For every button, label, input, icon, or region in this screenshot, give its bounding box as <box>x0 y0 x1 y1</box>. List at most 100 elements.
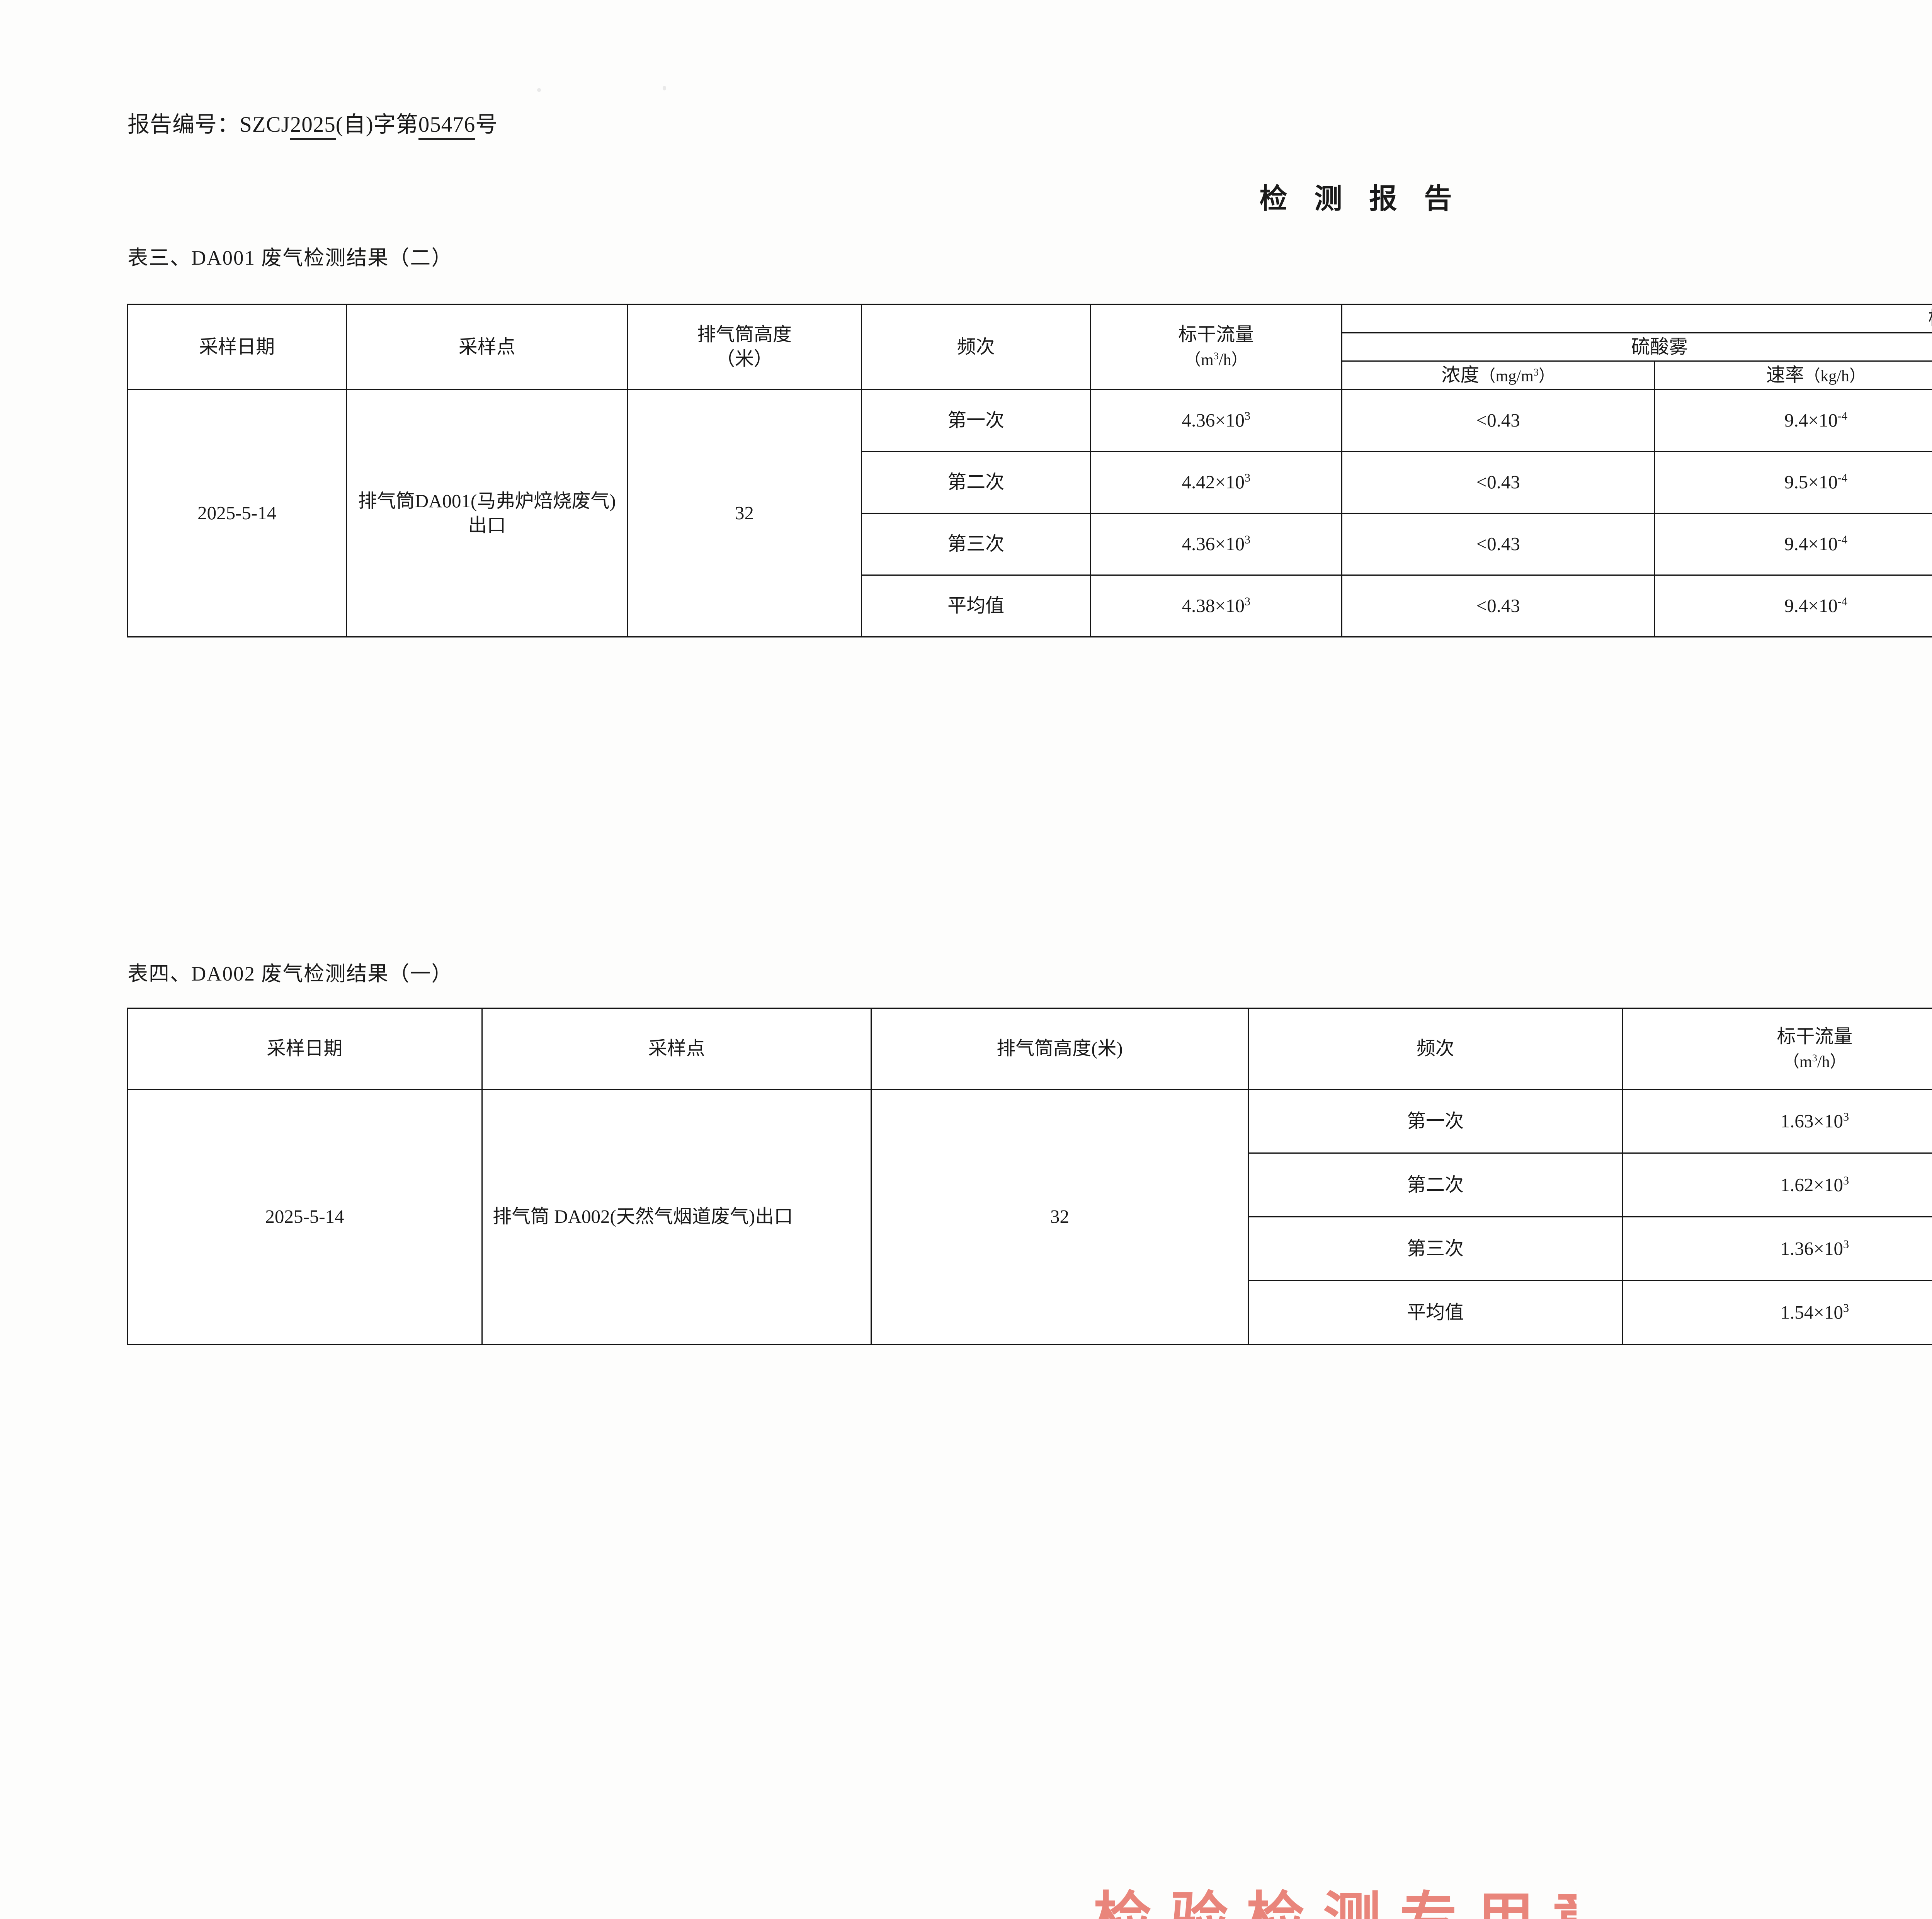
th-flow-unit-open: （m <box>1783 1052 1812 1071</box>
table-row: 第二次 4.42×103 <0.43 9.5×10-4 <3 7×10-3 <box>128 451 1932 514</box>
td-standard-flow: 4.36×103 <box>1090 389 1342 452</box>
td-standard-flow: 4.38×103 <box>1090 575 1342 638</box>
th-h2so4-rate-unit: （kg/h） <box>1804 367 1866 386</box>
td-flow-mantissa: 4.36×10 <box>1182 410 1245 431</box>
table-row: 2025-5-14 排气筒 DA002(天然气烟道废气)出口 32 第一次 1.… <box>127 1089 1932 1345</box>
td-h2so4-rate-mantissa: 9.4×10 <box>1784 533 1838 555</box>
table3-caption: 表三、DA001 废气检测结果（二） <box>128 247 453 269</box>
table-row: 平均值 4.38×103 <0.43 9.4×10-4 <3 7×10-3 <box>128 575 1932 638</box>
th-standard-flow: 标干流量 （m3/h） <box>1622 1007 1932 1090</box>
td-frequency: 第三次 <box>1247 1216 1623 1282</box>
th-h2so4-conc-unit-open: （mg/m <box>1479 367 1534 386</box>
report-number-suffix: 号 <box>475 112 498 137</box>
td-standard-flow: 4.36×103 <box>1090 513 1342 576</box>
report-number-mid: (自)字第 <box>335 112 418 137</box>
td-standard-flow: 1.36×103 <box>1622 1216 1932 1282</box>
td-sample-point: 排气筒 DA002(天然气烟道废气)出口 <box>481 1089 872 1345</box>
official-seal-text: 检验检测专用章 <box>1094 1885 1577 1919</box>
th-flow-unit-open: （m <box>1184 351 1214 369</box>
th-stack-height-line2: （米） <box>716 348 773 370</box>
th-flow-unit: （m3/h） <box>1185 351 1248 369</box>
td-frequency: 第一次 <box>1247 1089 1623 1154</box>
scan-speck <box>537 88 541 92</box>
th-stack-height: 排气筒高度 （米） <box>627 303 862 391</box>
td-flow-exponent: 3 <box>1843 1237 1849 1251</box>
td-flow-mantissa: 1.36×10 <box>1780 1237 1843 1259</box>
td-h2so4-rate-mantissa: 9.5×10 <box>1784 471 1838 493</box>
td-h2so4-rate-mantissa: 9.4×10 <box>1784 595 1838 617</box>
th-h2so4-conc-unit-close: ） <box>1538 367 1555 386</box>
th-stack-height: 排气筒高度(米) <box>871 1007 1249 1090</box>
th-h2so4-rate-label: 速率 <box>1766 364 1804 386</box>
report-number: 报告编号：SZCJ2025(自)字第05476号 <box>128 107 498 140</box>
td-flow-exponent: 3 <box>1244 595 1251 608</box>
td-h2so4-rate-exponent: -4 <box>1837 595 1848 608</box>
td-flow-exponent: 3 <box>1244 471 1251 484</box>
td-standard-flow: 1.62×103 <box>1622 1152 1932 1218</box>
th-stack-height-line1: 排气筒高度 <box>697 324 792 345</box>
table3-header-row-3: 浓度（mg/m3） 速率（kg/h） 浓度（mg/m3） 速率（kg/h） <box>128 360 1932 391</box>
th-h2so4-concentration: 浓度（mg/m3） <box>1341 360 1655 391</box>
th-h2so4-rate: 速率（kg/h） <box>1654 360 1932 391</box>
td-flow-mantissa: 1.62×10 <box>1780 1174 1843 1195</box>
td-h2so4-rate: 9.4×10-4 <box>1654 575 1932 638</box>
th-flow-line1: 标干流量 <box>1777 1025 1853 1047</box>
td-standard-flow: 1.63×103 <box>1622 1089 1932 1154</box>
th-frequency: 频次 <box>861 303 1091 391</box>
th-flow-unit-sup: 3 <box>1213 350 1219 362</box>
th-frequency: 频次 <box>1247 1007 1623 1090</box>
th-h2so4-conc-unit-sup: 3 <box>1533 367 1539 378</box>
th-flow-unit-sup: 3 <box>1812 1052 1817 1064</box>
th-sample-date: 采样日期 <box>127 1007 483 1090</box>
td-h2so4-rate-mantissa: 9.4×10 <box>1784 410 1838 431</box>
table4-caption: 表四、DA002 废气检测结果（一） <box>128 963 453 985</box>
th-flow-unit: （m3/h） <box>1783 1053 1846 1071</box>
td-h2so4-concentration: <0.43 <box>1341 513 1655 576</box>
td-h2so4-rate-exponent: -4 <box>1837 409 1848 423</box>
th-detection-results: 检测结果 <box>1341 304 1932 333</box>
th-flow-unit-close: /h） <box>1218 351 1248 369</box>
td-h2so4-concentration: <0.43 <box>1341 451 1655 514</box>
td-flow-exponent: 3 <box>1843 1110 1849 1124</box>
td-frequency: 第一次 <box>861 389 1091 452</box>
th-flow-unit-close: /h） <box>1817 1052 1846 1071</box>
report-number-year: 2025 <box>290 112 336 140</box>
td-flow-mantissa: 1.54×10 <box>1780 1301 1843 1323</box>
td-h2so4-rate: 9.4×10-4 <box>1654 389 1932 452</box>
td-flow-exponent: 3 <box>1244 533 1251 546</box>
td-h2so4-concentration: <0.43 <box>1341 575 1655 638</box>
report-number-prefix: 报告编号：SZCJ <box>128 112 290 137</box>
td-flow-mantissa: 4.42×10 <box>1182 471 1245 493</box>
td-standard-flow: 4.42×103 <box>1090 451 1342 514</box>
td-stack-height: 32 <box>627 389 862 638</box>
td-frequency: 第二次 <box>1247 1152 1623 1218</box>
scan-speck <box>663 86 666 90</box>
th-sample-point: 采样点 <box>481 1007 872 1090</box>
th-sample-date: 采样日期 <box>126 303 347 391</box>
td-sample-date: 2025-5-14 <box>126 389 347 638</box>
td-h2so4-rate: 9.4×10-4 <box>1654 513 1932 576</box>
td-flow-exponent: 3 <box>1843 1301 1849 1315</box>
td-sample-date: 2025-5-14 <box>127 1089 483 1345</box>
td-flow-exponent: 3 <box>1843 1174 1849 1187</box>
td-flow-mantissa: 4.38×10 <box>1182 595 1245 617</box>
th-h2so4-conc-unit: （mg/m3） <box>1479 367 1555 385</box>
th-sample-point: 采样点 <box>346 303 628 391</box>
table-row: 第三次 4.36×103 <0.43 9.4×10-4 <3 7×10-3 <box>128 513 1932 576</box>
table3-header-row-1: 采样日期 采样点 排气筒高度 （米） 频次 标干流量 （m3/h） 检测结果 <box>126 303 1932 391</box>
td-stack-height: 32 <box>871 1089 1249 1345</box>
table-da001-results: 采样日期 采样点 排气筒高度 （米） 频次 标干流量 （m3/h） 检测结果 硫… <box>126 303 1932 638</box>
td-flow-mantissa: 4.36×10 <box>1182 533 1245 555</box>
th-flow-line1: 标干流量 <box>1178 324 1254 345</box>
td-frequency: 平均值 <box>861 575 1091 638</box>
table4-header-row-1: 采样日期 采样点 排气筒高度(米) 频次 标干流量 （m3/h） 颗粒物 <box>127 1007 1932 1090</box>
td-sample-point: 排气筒DA001(马弗炉焙烧废气)出口 <box>346 389 628 638</box>
table-row: 第二次 1.62×103 3.2 5.2×10-3 <box>128 1152 1932 1218</box>
th-standard-flow: 标干流量 （m3/h） <box>1090 303 1342 391</box>
td-flow-mantissa: 1.63×10 <box>1780 1110 1843 1132</box>
td-flow-exponent: 3 <box>1244 409 1251 423</box>
table3-header-row-2: 硫酸雾 二氧化硫 <box>128 332 1932 362</box>
report-number-serial: 05476 <box>418 112 476 140</box>
document-header: 报告编号：SZCJ2025(自)字第05476号 第 3 页 共 8 页 <box>0 107 1932 141</box>
